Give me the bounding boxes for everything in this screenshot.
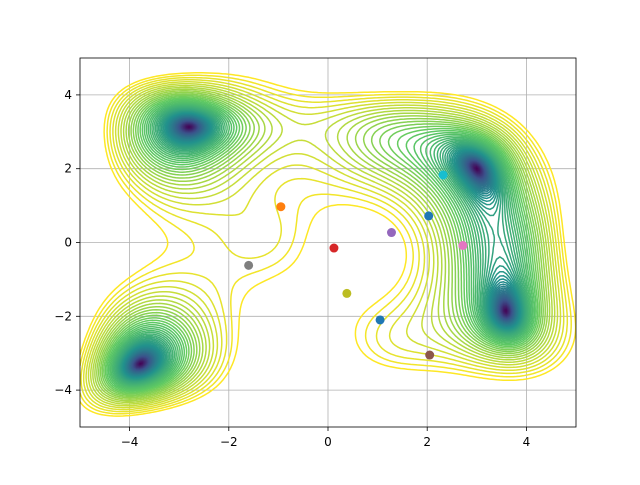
- contour-level: [111, 103, 532, 388]
- contour-level: [103, 95, 541, 395]
- contour-level: [85, 81, 562, 409]
- scatter-point: [438, 170, 448, 180]
- contour-level: [119, 109, 524, 382]
- contour-level: [116, 107, 527, 384]
- contour-level: [101, 94, 543, 396]
- x-tick-label: 4: [523, 435, 531, 449]
- contour-level: [94, 88, 551, 402]
- contour-level: [106, 98, 537, 392]
- contour-lines: [80, 72, 576, 417]
- scatter-point: [458, 240, 468, 250]
- y-axis-ticks: 4 2 0 −2 −4: [54, 88, 80, 397]
- contour-level: [80, 76, 569, 413]
- scatter-point: [424, 211, 434, 221]
- contour-level: [117, 107, 526, 384]
- scatter-points: [244, 170, 468, 360]
- scatter-point: [425, 350, 435, 360]
- contour-level: [115, 106, 528, 385]
- y-tick-label: 0: [64, 236, 72, 250]
- contour-level: [99, 93, 544, 398]
- contour-level: [112, 104, 531, 387]
- contour-level: [82, 78, 565, 411]
- x-axis-ticks: −4 −2 0 2 4: [121, 427, 530, 449]
- x-tick-label: −4: [121, 435, 139, 449]
- contour-level: [120, 110, 524, 381]
- scatter-point: [329, 243, 339, 253]
- contour-level: [113, 105, 529, 386]
- y-tick-label: 2: [64, 162, 72, 176]
- contour-level: [97, 91, 546, 399]
- contour-level: [118, 108, 525, 383]
- x-tick-label: 0: [324, 435, 332, 449]
- contour-level: [80, 72, 576, 417]
- x-tick-label: 2: [423, 435, 431, 449]
- scatter-point: [244, 260, 254, 270]
- scatter-point: [375, 315, 385, 325]
- contour-level: [96, 90, 549, 400]
- y-tick-label: −4: [54, 383, 72, 397]
- contour-level: [80, 74, 572, 415]
- contour-level: [109, 100, 534, 390]
- y-tick-label: 4: [64, 88, 72, 102]
- contour-level: [87, 83, 559, 407]
- contour-level: [107, 99, 536, 391]
- contour-level: [110, 102, 533, 389]
- contour-level: [89, 84, 556, 405]
- scatter-point: [386, 228, 396, 238]
- scatter-point: [276, 202, 286, 212]
- x-tick-label: −2: [220, 435, 238, 449]
- y-tick-label: −2: [54, 309, 72, 323]
- scatter-point: [342, 288, 352, 298]
- contour-level: [92, 86, 553, 404]
